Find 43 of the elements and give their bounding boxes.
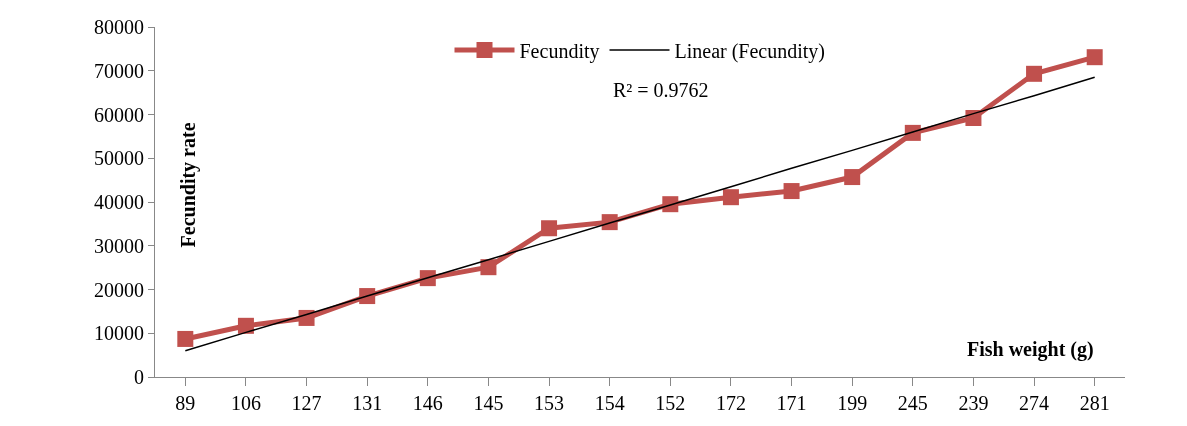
legend-label: Linear (Fecundity) (674, 39, 825, 63)
x-tick-label: 131 (352, 392, 383, 414)
x-tick-label: 153 (534, 392, 565, 414)
y-tick-label: 80000 (94, 16, 144, 38)
x-axis-title: Fish weight (g) (967, 338, 1094, 361)
x-tick-label: 239 (958, 392, 989, 414)
point (722, 189, 739, 206)
y-tick-label: 60000 (94, 103, 144, 126)
point (844, 169, 861, 186)
x-tick-label: 106 (230, 392, 261, 414)
x-tick-label: 145 (473, 392, 504, 414)
x-tick-label: 245 (897, 392, 928, 414)
x-tick-label: 146 (412, 392, 443, 414)
y-tick-label: 20000 (94, 278, 144, 301)
x-tick-label: 152 (655, 392, 686, 414)
x-tick-label: 274 (1019, 392, 1050, 414)
x-tick-label: 127 (291, 392, 322, 414)
y-tick-label: 40000 (94, 191, 144, 213)
point (662, 196, 679, 213)
point (298, 309, 315, 326)
point (177, 330, 194, 347)
point (783, 183, 800, 200)
x-tick-label: 154 (594, 392, 625, 414)
point (237, 317, 254, 334)
annotation: R² = 0.9762 (613, 79, 709, 101)
point (1086, 49, 1103, 66)
y-tick-label: 0 (134, 366, 144, 388)
y-tick-label: 50000 (94, 147, 144, 170)
y-tick-label: 30000 (94, 234, 144, 257)
x-tick-label: 172 (715, 392, 746, 414)
x-tick-label: 199 (837, 392, 868, 414)
point (419, 270, 436, 287)
x-tick-label: 171 (776, 392, 807, 414)
x-tick-label: 89 (175, 392, 196, 414)
legend-label: Fecundity (519, 39, 600, 63)
point (541, 220, 558, 237)
x-tick-label: 281 (1079, 392, 1110, 414)
y-tick-label: 70000 (94, 59, 144, 82)
point (480, 259, 497, 276)
point (1026, 65, 1043, 82)
point (904, 124, 921, 141)
y-axis-title: Fecundity rate (177, 122, 201, 248)
y-tick-label: 10000 (94, 322, 144, 345)
